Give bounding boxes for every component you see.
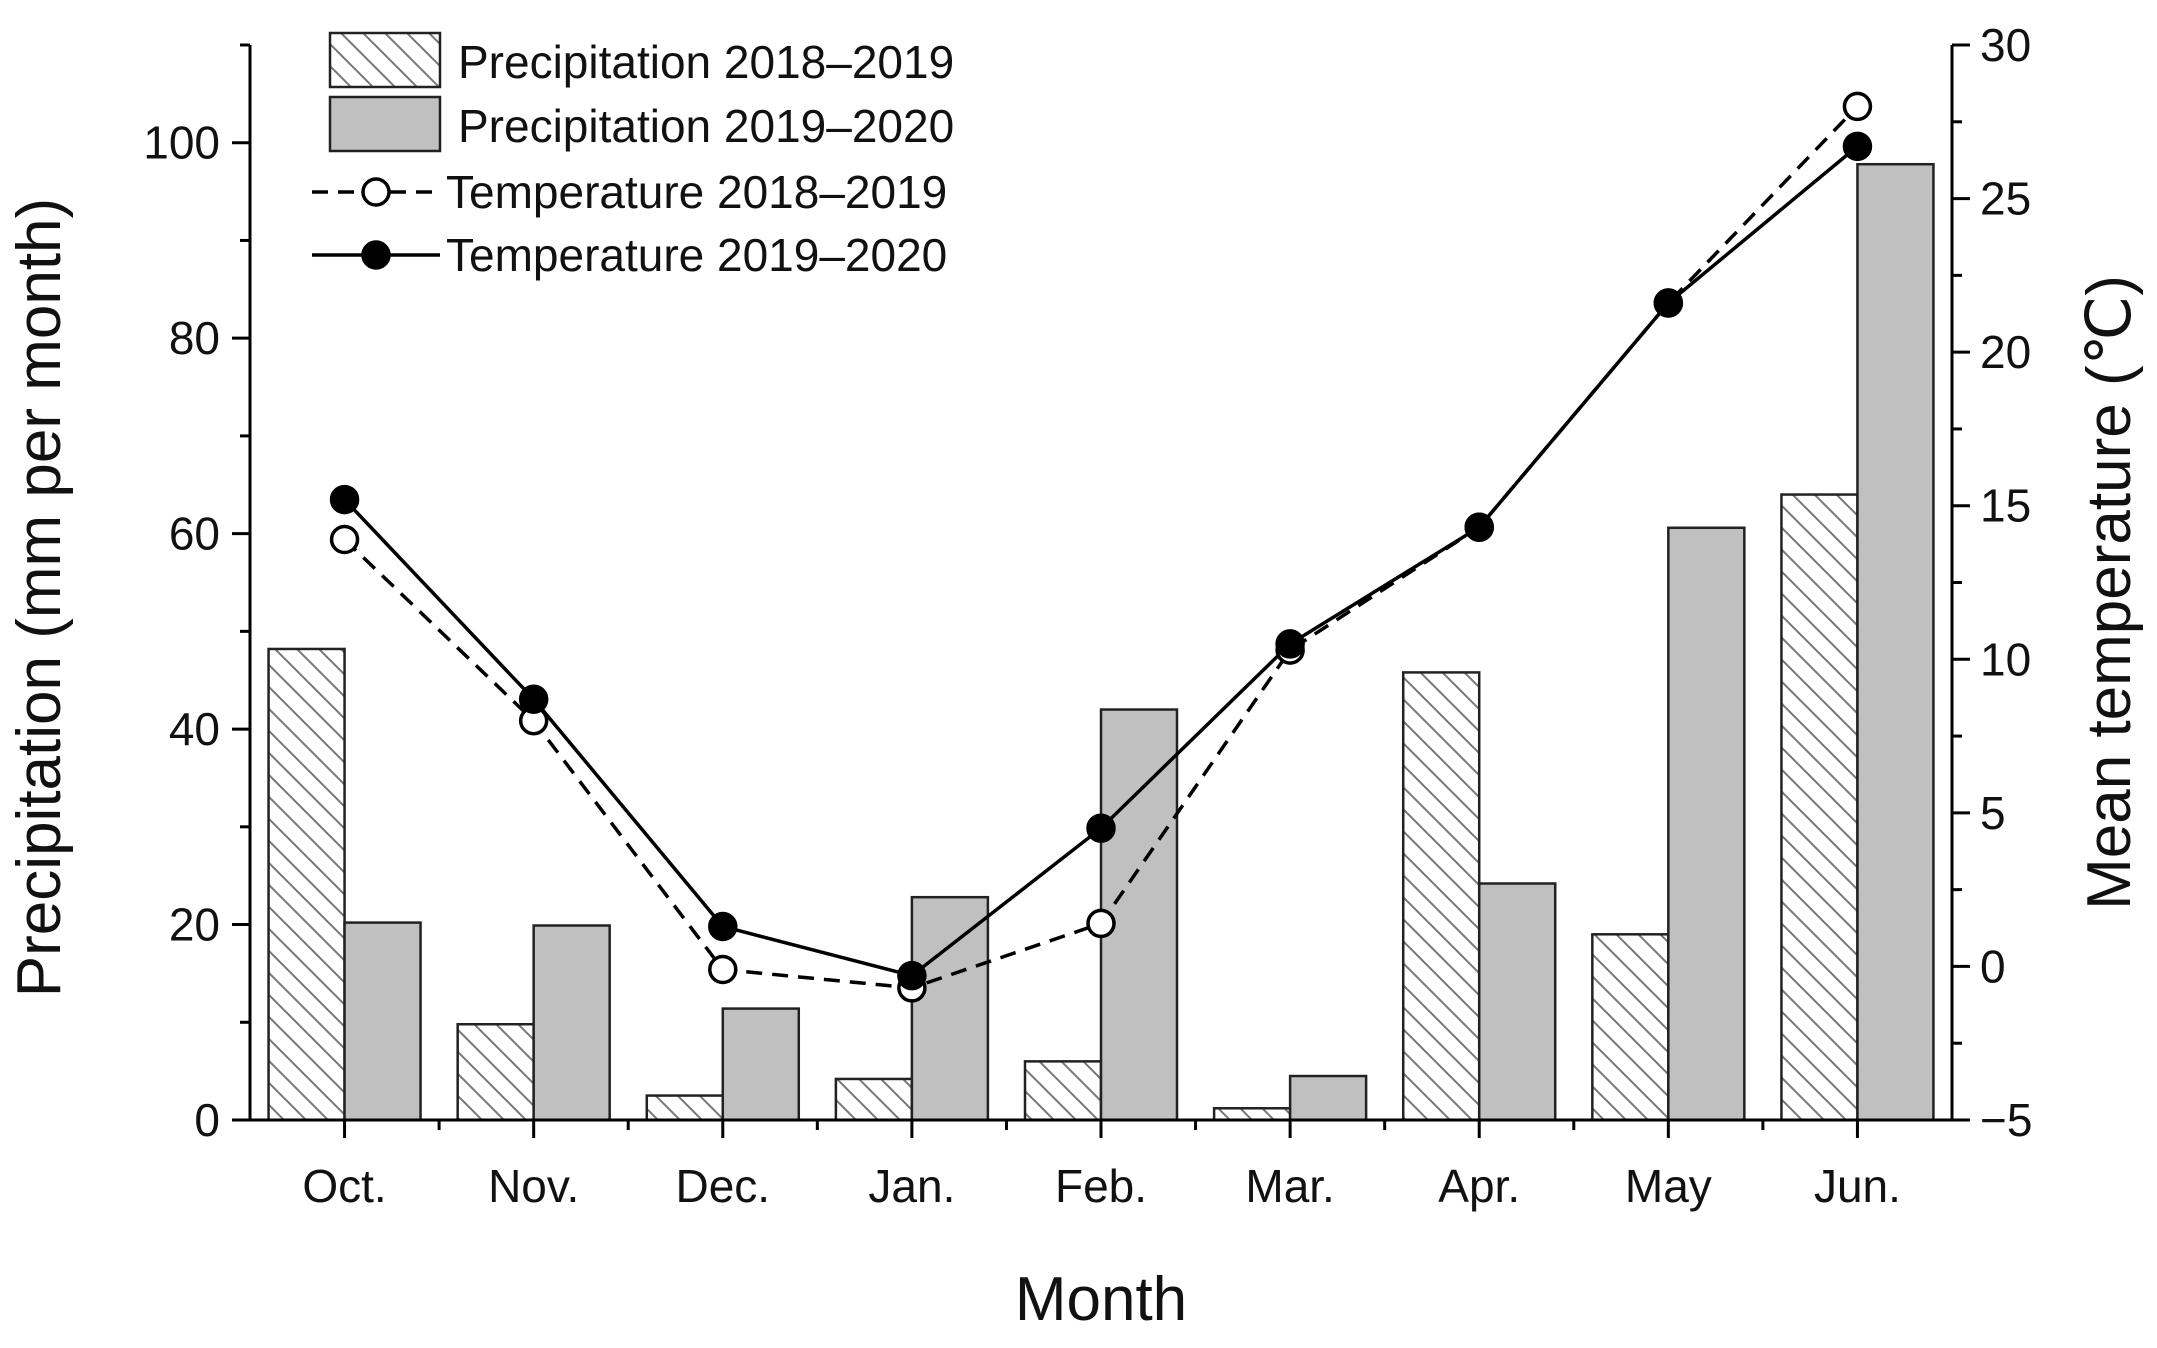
bars-layer (267, 162, 1935, 1122)
category-label: Feb. (1055, 1160, 1147, 1212)
temp-2018-2019-point-4 (1086, 908, 1116, 939)
left-tick-label: 60 (169, 508, 220, 560)
right-tick-label: 25 (1980, 173, 2031, 225)
bar-precip-2019-2020-0 (343, 921, 422, 1122)
bar-precip-2019-2020-7 (1667, 526, 1746, 1122)
legend-swatch-precip-2018-2019 (328, 31, 442, 89)
temp-2018-2019-point-2 (708, 954, 738, 985)
category-label: Jun. (1814, 1160, 1901, 1212)
bar-precip-2018-2019-2 (645, 1094, 725, 1122)
bar-precip-2019-2020-3 (910, 895, 990, 1122)
legend-label-precip-2019-2020: Precipitation 2019–2020 (458, 100, 954, 152)
temp-2018-2019-point-0 (329, 524, 360, 555)
bar-precip-2018-2019-8 (1780, 493, 1859, 1122)
temp-2019-2020-point-0 (329, 484, 360, 515)
left-tick-label: 40 (169, 703, 220, 755)
legend-marker-temp-2019-2020 (361, 240, 391, 270)
bar-precip-2018-2019-5 (1212, 1107, 1292, 1122)
bar-precip-2018-2019-4 (1023, 1060, 1103, 1122)
temp-2019-2020-point-2 (708, 911, 738, 942)
temp-2019-2020-point-8 (1842, 131, 1873, 162)
y-axis-title-right: Mean temperature (℃) (2075, 275, 2144, 910)
y-axis-title-left: Precipitation (mm per month) (5, 198, 74, 997)
left-tick-label: 100 (143, 117, 220, 169)
bar-precip-2018-2019-3 (834, 1077, 914, 1122)
legend: Precipitation 2018–2019 Precipitation 201… (312, 31, 954, 281)
category-label: Nov. (488, 1160, 579, 1212)
left-tick-label: 20 (169, 899, 220, 951)
bar-precip-2018-2019-6 (1401, 671, 1481, 1122)
right-tick-label: 30 (1980, 19, 2031, 71)
temp-2019-2020-point-1 (518, 684, 549, 714)
right-tick-label: 15 (1980, 480, 2031, 532)
temp-2019-2020-point-5 (1275, 629, 1305, 659)
bar-precip-2018-2019-0 (267, 647, 346, 1122)
legend-label-temp-2018-2019: Temperature 2018–2019 (446, 166, 947, 218)
temp-2019-2020-point-6 (1464, 512, 1494, 542)
category-label: Oct. (302, 1160, 386, 1212)
bar-precip-2019-2020-8 (1856, 162, 1935, 1122)
right-tick-label: 0 (1980, 940, 2006, 992)
bar-precip-2019-2020-5 (1288, 1074, 1368, 1122)
temp-2018-2019-point-8 (1842, 91, 1873, 122)
legend-swatch-precip-2019-2020 (328, 95, 442, 153)
right-tick-label: 5 (1980, 787, 2006, 839)
temp-2019-2020-point-3 (897, 960, 927, 991)
category-label: Jan. (868, 1160, 955, 1212)
category-label: Mar. (1245, 1160, 1334, 1212)
temp-2019-2020-point-7 (1653, 288, 1684, 318)
right-tick-label: 10 (1980, 633, 2031, 685)
lines-layer (329, 91, 1873, 1003)
legend-marker-temp-2018-2019 (361, 177, 391, 207)
bar-precip-2019-2020-2 (721, 1007, 801, 1122)
bar-precip-2019-2020-1 (532, 924, 611, 1122)
bar-precip-2019-2020-4 (1099, 708, 1179, 1122)
axes-layer: 0 20 40 60 80 100 −5 0 5 10 15 20 25 30 Oct. Nov. Dec. Ja… (143, 19, 2032, 1212)
category-label: Dec. (675, 1160, 770, 1212)
right-tick-label: −5 (1980, 1094, 2032, 1146)
left-tick-label: 0 (194, 1094, 220, 1146)
legend-label-temp-2019-2020: Temperature 2019–2020 (446, 229, 947, 281)
category-label: May (1625, 1160, 1712, 1212)
legend-label-precip-2018-2019: Precipitation 2018–2019 (458, 36, 954, 88)
category-label: Apr. (1438, 1160, 1520, 1212)
x-axis-title: Month (1015, 1265, 1187, 1334)
bar-precip-2018-2019-7 (1591, 933, 1670, 1122)
bar-precip-2019-2020-6 (1477, 882, 1557, 1122)
temp-2019-2020-point-4 (1086, 813, 1116, 843)
left-tick-label: 80 (169, 312, 220, 364)
right-tick-label: 20 (1980, 326, 2031, 378)
bar-precip-2018-2019-1 (456, 1022, 535, 1122)
